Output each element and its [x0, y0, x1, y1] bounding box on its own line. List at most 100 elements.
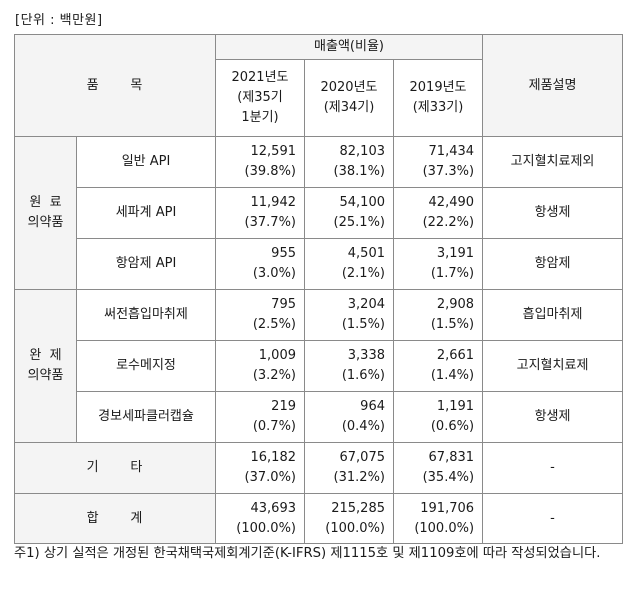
header-year-2020-line1: 2020년도	[320, 80, 378, 95]
value-cell: 3,204 (1.5%)	[304, 289, 394, 341]
value: 1,191	[436, 399, 475, 414]
unit-label: [단위 : 백만원]	[15, 13, 103, 28]
value: 964	[360, 399, 385, 414]
value: 191,706	[420, 500, 475, 516]
header-year-2021: 2021년도 (제35기 1분기)	[215, 59, 305, 137]
header-year-2019-line2: (제33기)	[412, 100, 464, 115]
table-row-other: 기 타 16,182 (37.0%) 67,075 (31.2%) 67,831 (3…	[14, 442, 624, 494]
value: 2,908	[436, 297, 475, 312]
value: 67,831	[428, 450, 475, 465]
product-name: 세파계 API	[76, 187, 216, 239]
group-label-raw-materials: 원 료 의약품	[14, 136, 77, 290]
ratio: (2.5%)	[252, 317, 296, 332]
value-cell: 3,191 (1.7%)	[392, 238, 484, 290]
group-label-line2: 의약품	[27, 368, 64, 383]
product-description: 항암제	[482, 238, 624, 290]
ratio: (22.2%)	[422, 215, 475, 230]
value: 219	[271, 399, 296, 414]
value-cell: 795 (2.5%)	[215, 289, 305, 341]
value: 3,191	[436, 246, 475, 261]
ratio: (37.7%)	[244, 215, 296, 230]
ratio: (0.7%)	[252, 419, 296, 434]
footnote: 주1) 상기 실적은 개정된 한국채택국제회계기준(K-IFRS) 제1115호…	[14, 546, 601, 561]
value-cell: 3,338 (1.6%)	[304, 340, 394, 392]
value: 42,490	[428, 195, 475, 210]
header-year-2021-line1: 2021년도	[231, 70, 289, 85]
header-sales: 매출액(비율)	[214, 34, 484, 60]
value-cell: 43,693 (100.0%)	[215, 493, 305, 544]
value-cell: 955 (3.0%)	[215, 238, 305, 290]
value: 16,182	[250, 450, 297, 465]
sales-table: 품 목 매출액(비율) 제품설명 2021년도 (제35기 1분기) 2020년…	[14, 34, 624, 544]
group-label-line1: 완 제	[29, 348, 62, 363]
ratio: (37.3%)	[422, 164, 475, 179]
group-label-line1: 원 료	[29, 195, 62, 210]
value: 1,009	[258, 348, 296, 363]
value: 3,204	[347, 297, 385, 312]
ratio: (0.6%)	[430, 419, 475, 434]
total-label: 합 계	[14, 493, 216, 544]
product-description: 항생제	[482, 391, 624, 443]
value: 215,285	[331, 500, 385, 516]
ratio: (37.0%)	[244, 470, 296, 485]
group-label-finished-products: 완 제 의약품	[14, 289, 77, 443]
ratio: (0.4%)	[341, 419, 385, 434]
product-name: 경보세파클러캡슐	[76, 391, 216, 443]
ratio: (25.1%)	[333, 215, 385, 230]
header-year-2019: 2019년도 (제33기)	[392, 59, 484, 137]
value-cell: 964 (0.4%)	[304, 391, 394, 443]
value: 4,501	[347, 246, 385, 261]
ratio: (1.4%)	[430, 368, 475, 383]
value-cell: 67,075 (31.2%)	[304, 442, 394, 494]
product-name: 항암제 API	[76, 238, 216, 290]
header-product: 품 목	[14, 34, 216, 137]
value-cell: 191,706 (100.0%)	[392, 493, 484, 544]
value-cell: 219 (0.7%)	[215, 391, 305, 443]
value-cell: 82,103 (38.1%)	[304, 136, 394, 188]
header-year-2019-line1: 2019년도	[409, 80, 467, 95]
other-label: 기 타	[14, 442, 216, 494]
header-year-2020-line2: (제34기)	[323, 100, 375, 115]
value-cell: 215,285 (100.0%)	[304, 493, 394, 544]
table-row: 로수메지정 1,009 (3.2%) 3,338 (1.6%) 2,661 (1.4%…	[15, 340, 624, 392]
ratio: (3.2%)	[252, 368, 296, 383]
value: 67,075	[339, 450, 386, 465]
table-row: 경보세파클러캡슐 219 (0.7%) 964 (0.4%) 1,191 (0.6%)…	[15, 391, 624, 443]
value-cell: 1,009 (3.2%)	[215, 340, 305, 392]
value: 71,434	[428, 144, 475, 159]
value-cell: 1,191 (0.6%)	[392, 391, 484, 443]
product-description: 고지혈치료제외	[482, 136, 624, 188]
ratio: (1.5%)	[341, 317, 385, 332]
value: 795	[271, 297, 296, 312]
value: 11,942	[250, 195, 297, 210]
total-description: -	[482, 493, 624, 544]
value: 43,693	[250, 500, 297, 516]
table-row-total: 합 계 43,693 (100.0%) 215,285 (100.0%) 191,7…	[14, 493, 624, 544]
ratio: (31.2%)	[333, 470, 385, 485]
value: 955	[271, 246, 296, 261]
value-cell: 67,831 (35.4%)	[392, 442, 484, 494]
table-row: 항암제 API 955 (3.0%) 4,501 (2.1%) 3,191 (1.7%…	[15, 238, 624, 290]
table-row: 완 제 의약품 써전흡입마취제 795 (2.5%) 3,204 (1.5%) 2,…	[14, 289, 624, 443]
ratio: (1.5%)	[430, 317, 475, 332]
value: 54,100	[339, 195, 386, 210]
value: 3,338	[347, 348, 385, 363]
ratio: (100.0%)	[414, 520, 475, 536]
value-cell: 11,942 (37.7%)	[215, 187, 305, 239]
ratio: (39.8%)	[244, 164, 296, 179]
value-cell: 2,661 (1.4%)	[392, 340, 484, 392]
value-cell: 42,490 (22.2%)	[392, 187, 484, 239]
product-description: 항생제	[482, 187, 624, 239]
ratio: (100.0%)	[325, 520, 385, 536]
table-row: 세파계 API 11,942 (37.7%) 54,100 (25.1%) 42,4…	[15, 187, 624, 239]
value-cell: 71,434 (37.3%)	[392, 136, 484, 188]
ratio: (38.1%)	[333, 164, 385, 179]
product-name: 써전흡입마취제	[76, 289, 216, 341]
table-row: 원 료 의약품 일반 API 12,591 (39.8%) 82,103 (38.1…	[14, 136, 624, 290]
header-description: 제품설명	[482, 34, 624, 137]
product-name: 로수메지정	[76, 340, 216, 392]
value-cell: 4,501 (2.1%)	[304, 238, 394, 290]
value-cell: 12,591 (39.8%)	[215, 136, 305, 188]
ratio: (2.1%)	[341, 266, 385, 281]
ratio: (35.4%)	[422, 470, 475, 485]
